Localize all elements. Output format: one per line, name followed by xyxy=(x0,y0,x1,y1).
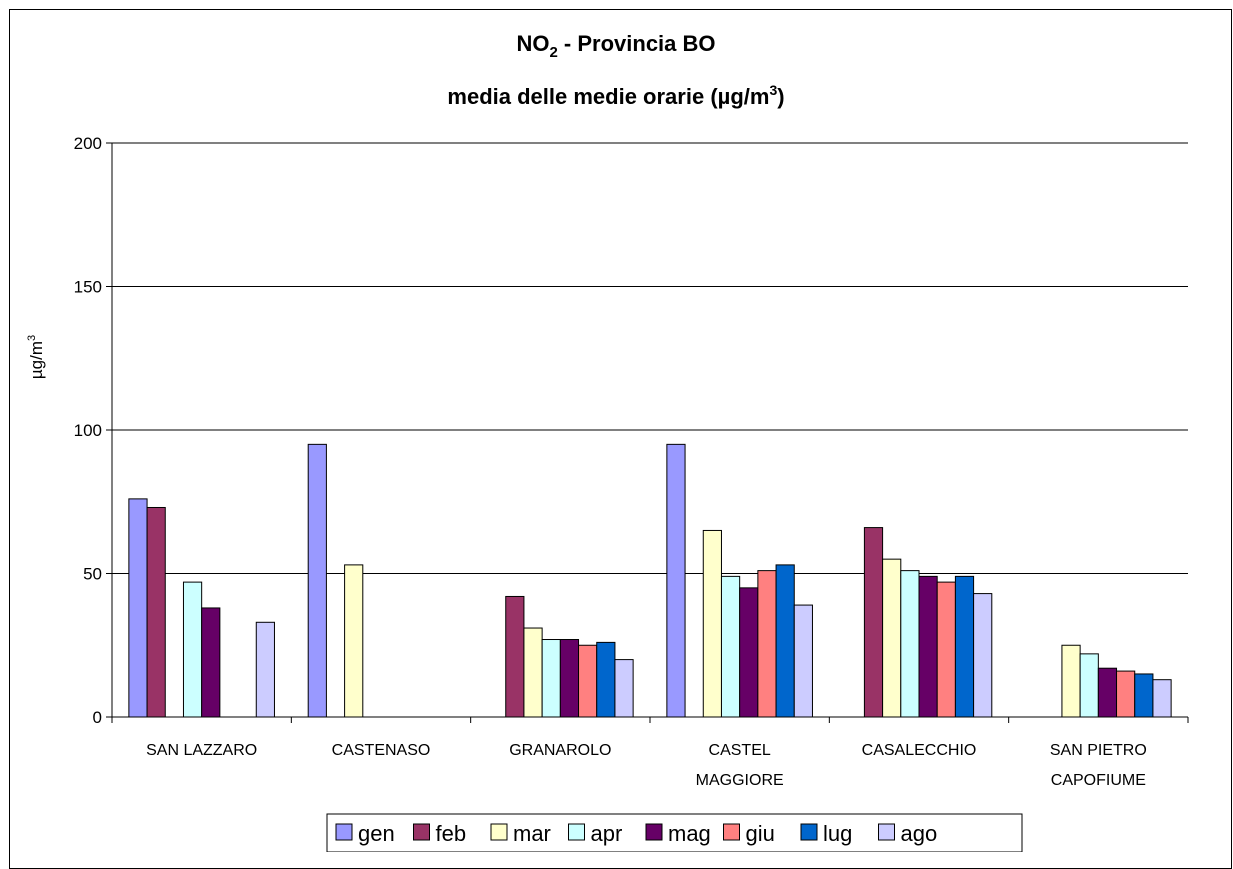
legend-swatch-mag xyxy=(645,823,663,841)
x-category-label: SAN PIETRO xyxy=(1050,742,1147,759)
legend-swatch-feb xyxy=(413,823,430,841)
y-tick-label: 0 xyxy=(93,708,102,727)
bar-mar xyxy=(523,627,543,718)
bar-ago xyxy=(1152,679,1172,718)
bar-giu xyxy=(757,570,777,718)
legend-label-mar: mar xyxy=(513,821,551,846)
y-axis-label: µg/m3 xyxy=(26,335,46,379)
x-category-labels: SAN LAZZARO CASTENASO GRANAROLO CASTEL MAGGI… xyxy=(146,742,1147,789)
bar-mag xyxy=(739,587,759,718)
bar-mar xyxy=(702,529,722,718)
legend-label-giu: giu xyxy=(746,821,775,846)
bar-ago xyxy=(973,593,993,718)
bar-giu xyxy=(1116,670,1136,718)
bar-gen xyxy=(666,443,686,718)
legend-swatch-ago xyxy=(878,823,895,841)
legend-label-apr: apr xyxy=(591,821,623,846)
bar-lug xyxy=(954,575,975,718)
legend-label-mag: mag xyxy=(668,821,711,846)
legend-swatch-gen xyxy=(335,823,353,841)
bar-apr xyxy=(1079,653,1099,718)
legend-swatch-giu xyxy=(723,823,740,841)
bar-feb xyxy=(146,506,166,718)
y-tick-label: 200 xyxy=(74,134,102,153)
gridlines xyxy=(106,142,1188,718)
legend-label-ago: ago xyxy=(901,821,938,846)
legend-label-feb: feb xyxy=(436,821,467,846)
bar-mar xyxy=(1061,644,1081,718)
legend: gen feb mar apr mag giu lug ago xyxy=(326,813,1023,852)
chart-subtitle: media delle medie orarie (µg/m3) xyxy=(447,82,784,109)
legend-swatch-lug xyxy=(800,823,818,841)
x-category-label: CASALECCHIO xyxy=(862,742,977,759)
bar-ago xyxy=(255,621,275,718)
chart-title: NO2 - Provincia BO xyxy=(516,31,715,61)
bar-ago xyxy=(793,604,813,718)
legend-swatch-apr xyxy=(568,823,585,841)
bar-lug xyxy=(775,564,795,718)
bars xyxy=(128,443,1172,718)
bar-mar xyxy=(882,558,902,718)
legend-label-gen: gen xyxy=(358,821,395,846)
x-category-label: GRANAROLO xyxy=(509,742,611,759)
legend-box xyxy=(326,813,1023,852)
axes xyxy=(111,143,1189,723)
x-category-label: CAPOFIUME xyxy=(1051,772,1146,789)
bar-gen xyxy=(128,498,148,718)
bar-lug xyxy=(1134,673,1154,718)
bar-apr xyxy=(182,581,203,718)
bar-apr xyxy=(900,570,920,718)
x-category-label: SAN LAZZARO xyxy=(146,742,257,759)
legend-swatch-mar xyxy=(490,823,508,841)
bar-lug xyxy=(596,641,616,718)
bar-ago xyxy=(614,659,634,718)
bar-feb xyxy=(505,595,525,718)
y-tick-label: 50 xyxy=(83,565,102,584)
bar-giu xyxy=(578,644,598,718)
bar-mag xyxy=(1097,667,1118,718)
bar-mag xyxy=(201,607,221,718)
legend-label-lug: lug xyxy=(823,821,852,846)
x-category-label: CASTENASO xyxy=(332,742,431,759)
bar-mar xyxy=(344,564,364,718)
y-tick-label: 100 xyxy=(74,421,102,440)
chart-frame xyxy=(9,9,1232,869)
bar-giu xyxy=(936,581,956,718)
y-tick-label: 150 xyxy=(74,278,102,297)
bar-mag xyxy=(559,639,580,718)
y-tick-labels: 0 50 100 150 200 xyxy=(74,134,102,727)
bar-apr xyxy=(720,575,741,718)
bar-apr xyxy=(541,639,561,718)
bar-mag xyxy=(918,575,938,718)
bar-feb xyxy=(863,527,884,718)
x-category-label: CASTEL xyxy=(709,742,771,759)
bar-gen xyxy=(307,443,327,718)
x-category-label: MAGGIORE xyxy=(696,772,784,789)
